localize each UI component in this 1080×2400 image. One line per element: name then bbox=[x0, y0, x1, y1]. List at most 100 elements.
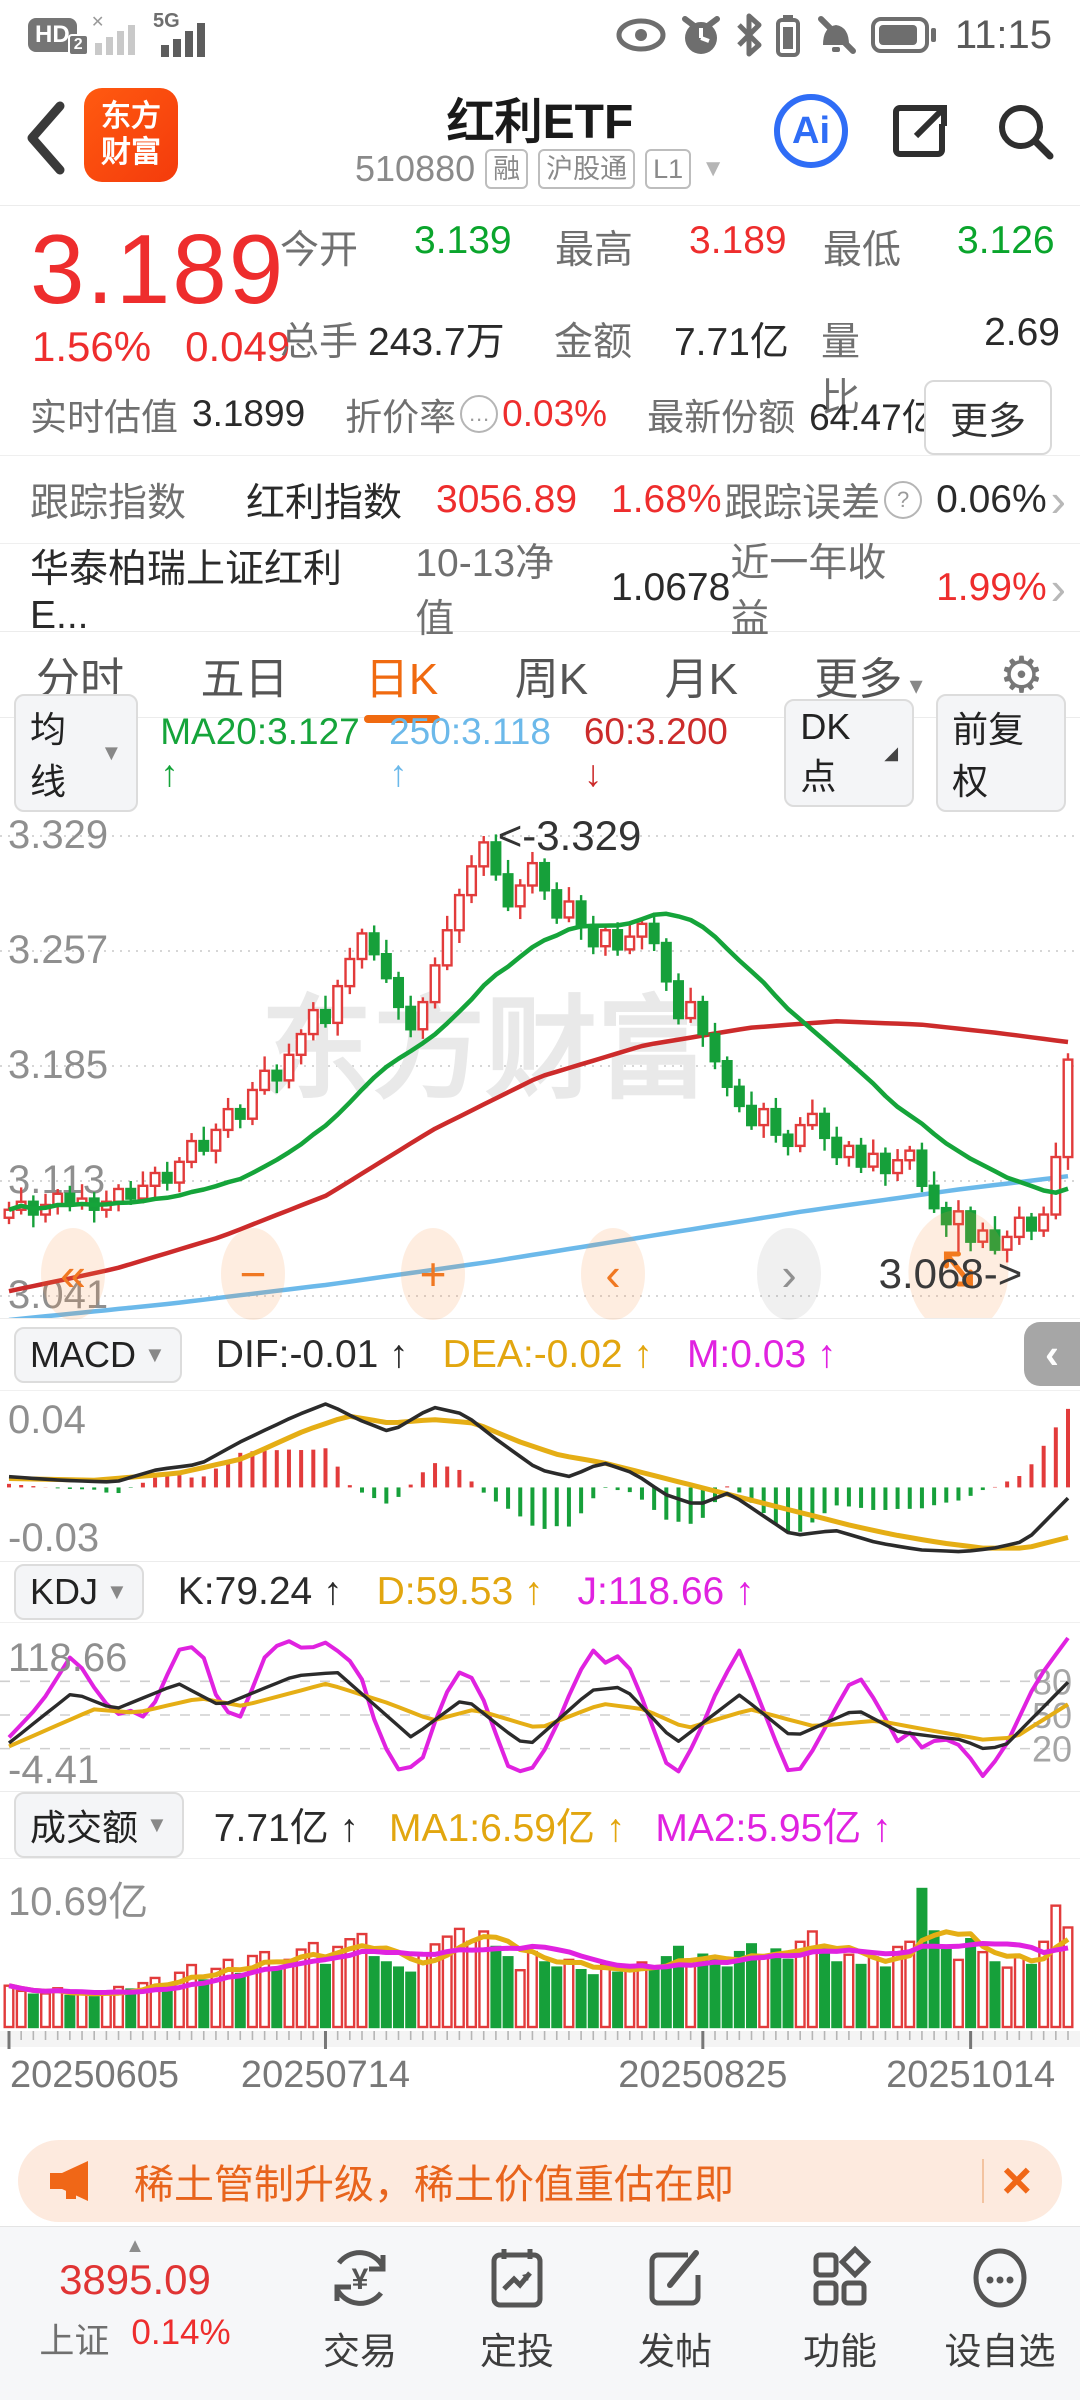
return-label: 近一年收益 bbox=[730, 542, 887, 641]
tracking-pct: 1.68% bbox=[611, 477, 722, 521]
jump-start-button[interactable]: « bbox=[41, 1228, 105, 1320]
tab-monthly-k[interactable]: 月K bbox=[664, 654, 738, 704]
ellipsis-info-icon[interactable]: … bbox=[460, 394, 499, 433]
signal-5g-icon: 5G bbox=[153, 11, 205, 57]
dif-value: DIF:-0.01 ↑ bbox=[215, 1333, 409, 1376]
tab-more[interactable]: 更多 ▾ bbox=[814, 654, 923, 704]
nav-index-quote[interactable]: ▲ 3895.09 上证 0.14% bbox=[30, 2235, 240, 2364]
collapse-panel-button[interactable]: ‹ bbox=[1024, 1322, 1080, 1386]
low-annotation: 3.068-> bbox=[879, 1250, 1023, 1297]
shares-label: 最新份额 bbox=[647, 396, 796, 438]
kline-y-label: 3.329 bbox=[8, 813, 108, 857]
macd-y-max: 0.04 bbox=[8, 1398, 86, 1442]
kline-chart[interactable]: 东方财富 3.329 3.257 3.185 3.113 3.041 <-3.329 3.06… bbox=[0, 788, 1080, 1334]
zoom-out-button[interactable]: − bbox=[221, 1228, 285, 1320]
vol-ma1-value: MA1:6.59亿 ↑ bbox=[389, 1807, 626, 1850]
kline-y-label: 3.257 bbox=[8, 928, 108, 972]
pan-right-button[interactable]: › bbox=[757, 1228, 821, 1320]
kdj-y-min: -4.41 bbox=[8, 1748, 99, 1791]
vol-ma2-value: MA2:5.95亿 ↑ bbox=[655, 1807, 892, 1850]
bluetooth-icon bbox=[737, 13, 762, 57]
eastmoney-logo: 东方 财富 bbox=[84, 88, 178, 182]
ma20-value: MA20:3.127 ↑ bbox=[160, 711, 360, 794]
ma250-value: 250:3.118 ↑ bbox=[389, 711, 551, 794]
volume-chart[interactable]: 10.69亿 bbox=[0, 1858, 1080, 2055]
nav-label: 10-13净值 bbox=[415, 542, 555, 641]
forward-adjust-button[interactable]: 前复权 bbox=[936, 694, 1066, 812]
high-annotation: <-3.329 bbox=[498, 812, 642, 859]
shares-value: 64.47亿 bbox=[809, 396, 939, 438]
chevron-right-icon: › bbox=[1050, 562, 1066, 614]
error-label: 跟踪误差 bbox=[724, 481, 881, 525]
mute-bell-icon bbox=[817, 16, 856, 54]
kdj-header: KDJ ▼ K:79.24 ↑ D:59.53 ↑ J:118.66 ↑ bbox=[0, 1562, 1080, 1622]
svg-text:✕: ✕ bbox=[91, 14, 104, 31]
nav-post[interactable]: 发帖 bbox=[595, 2241, 755, 2375]
discount-label: 折价率 bbox=[345, 396, 457, 438]
volume-chip[interactable]: 成交额 ▼ bbox=[14, 1792, 184, 1858]
volume-label: 总手 bbox=[280, 321, 359, 364]
stock-code: 510880 bbox=[355, 148, 476, 189]
chevron-down-icon[interactable]: ▼ bbox=[701, 155, 725, 182]
volume-header: 成交额 ▼ 7.71亿 ↑ MA1:6.59亿 ↑ MA2:5.95亿 ↑ bbox=[0, 1792, 1080, 1858]
more-button[interactable]: 更多 bbox=[923, 380, 1052, 455]
kdj-y-max: 118.66 bbox=[8, 1636, 127, 1680]
ai-assistant-button[interactable]: Ai bbox=[774, 94, 848, 168]
status-bar: HD 2 ✕ 5G bbox=[0, 0, 1080, 70]
tab-daily-k[interactable]: 日K bbox=[363, 629, 440, 723]
nav-add-watchlist[interactable]: 设自选 bbox=[920, 2241, 1080, 2375]
tab-5day[interactable]: 五日 bbox=[200, 654, 289, 704]
x-axis-label: 20251014 bbox=[886, 2054, 1056, 2096]
ratio-value: 2.69 bbox=[984, 311, 1060, 354]
dk-point-button[interactable]: DK点 ◢ bbox=[784, 699, 915, 807]
fund-row[interactable]: 华泰柏瑞上证红利E... 10-13净值 1.0678 近一年收益 1.99% … bbox=[0, 542, 1080, 641]
price-change: 1.56% 0.049 bbox=[32, 323, 291, 370]
share-icon[interactable] bbox=[890, 100, 952, 162]
index-value: 3895.09 bbox=[59, 2256, 211, 2303]
macd-chip[interactable]: MACD ▼ bbox=[14, 1327, 182, 1383]
alarm-icon bbox=[681, 16, 720, 54]
tab-weekly-k[interactable]: 周K bbox=[514, 654, 589, 704]
kdj-chip[interactable]: KDJ ▼ bbox=[14, 1564, 144, 1620]
kdj-chart[interactable]: 80 50 20 118.66 -4.41 bbox=[0, 1622, 1080, 1792]
nav-trade[interactable]: ¥ 交易 bbox=[280, 2241, 440, 2375]
volume-y-max: 10.69亿 bbox=[8, 1880, 148, 1924]
bottom-nav: ▲ 3895.09 上证 0.14% ¥ 交易 定投 发 bbox=[0, 2226, 1080, 2400]
triangle-up-icon: ▲ bbox=[125, 2235, 145, 2257]
tracking-value: 3056.89 bbox=[436, 477, 578, 521]
zoom-in-button[interactable]: + bbox=[401, 1228, 465, 1320]
macd-header: MACD ▼ DIF:-0.01 ↑ DEA:-0.02 ↑ M:0.03 ↑ bbox=[0, 1320, 1080, 1390]
nav-functions[interactable]: 功能 bbox=[760, 2241, 920, 2375]
news-banner[interactable]: 稀土管制升级，稀土价值重估在即 × bbox=[18, 2140, 1062, 2222]
pan-left-button[interactable]: ‹ bbox=[581, 1228, 645, 1320]
tracking-index-row[interactable]: 跟踪指数 红利指数 3056.89 1.68% 跟踪误差 ? 0.06% › bbox=[0, 456, 1080, 544]
ma60-value: 60:3.200 ↓ bbox=[583, 711, 728, 794]
quote-block: 3.189 1.56% 0.049 今开 3.139 最高 3.189 最低 3.126… bbox=[0, 205, 1080, 420]
macd-chart[interactable]: 0.04 -0.03 bbox=[0, 1390, 1080, 1562]
grid-apps-icon bbox=[813, 2245, 872, 2306]
open-label: 今开 bbox=[280, 229, 359, 272]
low-label: 最低 bbox=[823, 229, 902, 272]
tracking-label: 跟踪指数 bbox=[30, 481, 187, 525]
tag-level: L1 bbox=[645, 149, 692, 189]
question-icon[interactable]: ? bbox=[884, 480, 923, 519]
ellipsis-circle-icon bbox=[973, 2248, 1027, 2308]
kline-y-label: 3.185 bbox=[8, 1043, 108, 1087]
turnover-value: 7.71亿 ↑ bbox=[213, 1807, 360, 1850]
gear-icon[interactable]: ⚙ bbox=[999, 646, 1044, 703]
close-icon[interactable]: × bbox=[1001, 2152, 1032, 2210]
svg-text:5G: 5G bbox=[153, 11, 180, 32]
volume-value: 243.7万 bbox=[368, 321, 505, 364]
ma-settings-bar: 均线 ▼ MA20:3.127 ↑ 250:3.118 ↑ 60:3.200 ↓ … bbox=[0, 694, 1080, 812]
ma-chip[interactable]: 均线 ▼ bbox=[14, 694, 139, 812]
rt-estimate-value: 3.1899 bbox=[192, 392, 306, 434]
back-button[interactable] bbox=[18, 98, 74, 178]
post-pencil-icon bbox=[649, 2250, 701, 2306]
high-value: 3.189 bbox=[689, 219, 787, 262]
nav-auto-invest[interactable]: 定投 bbox=[437, 2241, 597, 2375]
speaker-icon bbox=[50, 2161, 88, 2201]
dea-value: DEA:-0.02 ↑ bbox=[442, 1333, 653, 1376]
battery-icon bbox=[870, 17, 936, 53]
search-icon[interactable] bbox=[994, 100, 1056, 162]
error-value: 0.06% bbox=[936, 477, 1047, 521]
